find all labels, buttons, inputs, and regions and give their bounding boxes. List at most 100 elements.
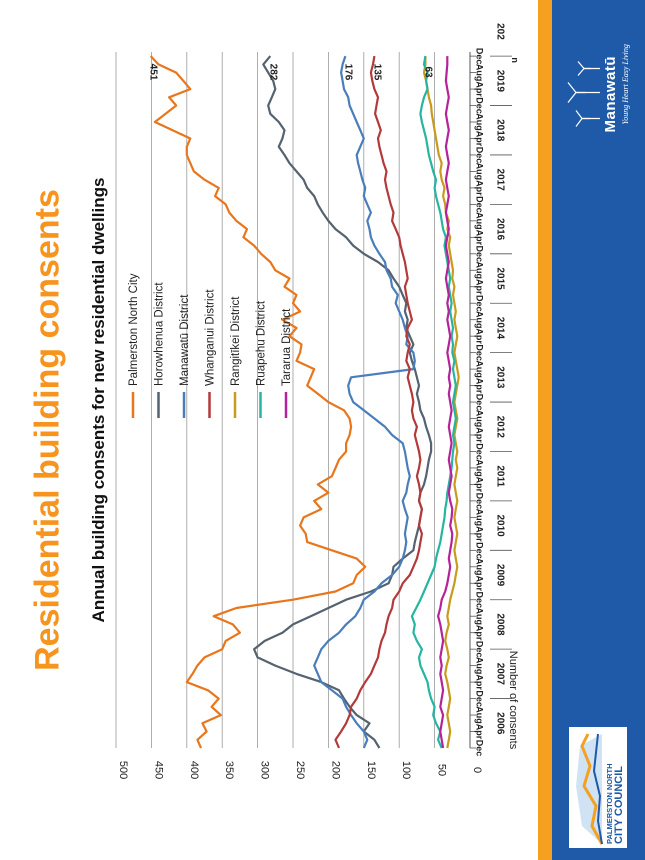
y-tick-label: 0 xyxy=(471,767,483,773)
x-tick-label: Dec xyxy=(475,394,485,411)
x-tick-label: Apr xyxy=(475,230,485,246)
series-line xyxy=(149,55,367,749)
x-tick-label: Aug xyxy=(475,706,485,724)
y-tick-label: 500 xyxy=(117,761,129,779)
legend-label: Whanganui District xyxy=(205,289,217,386)
x-tick-label: Apr xyxy=(475,674,485,690)
x-tick-label: Dec xyxy=(475,591,485,608)
x-tick-label: Dec xyxy=(475,295,485,312)
x-tick-label: Apr xyxy=(475,526,485,542)
x-tick-label: Dec xyxy=(475,344,485,361)
wind-turbine-icon xyxy=(567,61,600,127)
y-tick-label: 300 xyxy=(259,761,271,779)
y-tick-label: 450 xyxy=(152,761,164,779)
legend-label: Horowhenua District xyxy=(154,282,166,386)
y-tick-label: 400 xyxy=(188,761,200,779)
year-label: 2014 xyxy=(494,317,505,340)
consents-chart: Annual building consents for new residen… xyxy=(89,23,520,779)
manawatu-tagline: Young Heart Easy Living xyxy=(621,44,630,125)
year-label: 2013 xyxy=(494,366,505,389)
x-tick-label: Aug xyxy=(475,113,485,131)
legend-label: Ruapehu District xyxy=(256,300,268,386)
orange-stripe xyxy=(538,0,552,860)
x-tick-label: Apr xyxy=(475,625,485,641)
y-tick-label: 100 xyxy=(400,761,412,779)
year-label: 2006 xyxy=(494,712,505,735)
x-tick-label: Aug xyxy=(475,558,485,576)
x-tick-label: Dec xyxy=(475,740,485,757)
series-end-label: 176 xyxy=(342,64,353,81)
x-tick-label: Dec xyxy=(475,147,485,164)
x-tick-label: Apr xyxy=(475,279,485,295)
x-tick-label: Apr xyxy=(475,427,485,443)
legend-label: Palmerston North City xyxy=(128,273,140,386)
x-tick-label: Dec xyxy=(475,493,485,510)
series-line xyxy=(437,56,454,749)
year-label: 2008 xyxy=(494,613,505,636)
x-tick-label: Dec xyxy=(475,97,485,114)
x-tick-label: Dec xyxy=(475,641,485,658)
series-line xyxy=(253,55,433,749)
x-tick-label: Apr xyxy=(475,180,485,196)
chart-title: Annual building consents for new residen… xyxy=(89,178,108,623)
x-tick-label: Dec xyxy=(475,48,485,65)
y-tick-label: 200 xyxy=(329,761,341,779)
council-logo: PALMERSTON NORTH CITY COUNCIL xyxy=(567,725,629,850)
y-tick-label: 350 xyxy=(223,761,235,779)
x-tick-label: Aug xyxy=(475,459,485,477)
year-label: 2011 xyxy=(494,465,505,487)
x-tick-label: Apr xyxy=(475,81,485,97)
series-line xyxy=(313,55,416,749)
manawatu-wordmark: Manawatū xyxy=(602,55,619,133)
legend-label: Manawatū District xyxy=(179,294,191,386)
series-end-label: 63 xyxy=(422,66,433,78)
year-label-suffix: n xyxy=(510,57,520,63)
x-tick-label: Aug xyxy=(475,311,485,329)
x-tick-label: Apr xyxy=(475,131,485,147)
council-name-line2: CITY COUNCIL xyxy=(613,765,625,844)
y-tick-label: 50 xyxy=(436,764,448,776)
manawatu-logo: Manawatū Young Heart Easy Living xyxy=(560,25,640,135)
year-label: 2010 xyxy=(494,514,505,537)
x-tick-label: Aug xyxy=(475,509,485,527)
series-end-label: 135 xyxy=(371,64,382,81)
x-tick-label: Aug xyxy=(475,212,485,230)
x-tick-label: Aug xyxy=(475,657,485,675)
brand-panel xyxy=(552,0,645,860)
x-tick-label: Apr xyxy=(475,378,485,394)
y-tick-label: 250 xyxy=(294,761,306,779)
year-label: 2007 xyxy=(494,663,505,686)
year-label: 2009 xyxy=(494,564,505,587)
y-tick-label: 150 xyxy=(365,761,377,779)
x-tick-label: Dec xyxy=(475,443,485,460)
x-tick-label: Aug xyxy=(475,163,485,181)
year-label: 2015 xyxy=(494,267,505,290)
year-label: 2012 xyxy=(494,416,505,439)
x-tick-label: Dec xyxy=(475,542,485,559)
x-tick-label: Dec xyxy=(475,246,485,263)
x-tick-label: Aug xyxy=(475,64,485,82)
x-tick-label: Apr xyxy=(475,724,485,740)
x-tick-label: Aug xyxy=(475,410,485,428)
x-tick-label: Aug xyxy=(475,607,485,625)
y-axis-label: Number of consents xyxy=(507,651,519,750)
series-line xyxy=(410,55,457,749)
x-tick-label: Dec xyxy=(475,196,485,213)
x-tick-label: Apr xyxy=(475,477,485,493)
year-label: 2018 xyxy=(494,119,505,142)
series-end-label: 451 xyxy=(148,64,159,81)
legend-label: Rangitīkei District xyxy=(230,296,242,386)
x-tick-label: Apr xyxy=(475,576,485,592)
x-tick-label: Dec xyxy=(475,690,485,707)
x-tick-label: Aug xyxy=(475,360,485,378)
year-label: 202 xyxy=(494,23,505,40)
year-label: 2017 xyxy=(494,169,505,192)
x-tick-label: Apr xyxy=(475,328,485,344)
series-line xyxy=(334,55,423,749)
series-end-label: 282 xyxy=(267,64,278,81)
x-tick-label: Aug xyxy=(475,262,485,280)
legend-label: Tararua District xyxy=(281,308,293,386)
year-label: 2016 xyxy=(494,218,505,241)
council-emblem-icon xyxy=(574,732,604,846)
year-label: 2019 xyxy=(494,70,505,93)
